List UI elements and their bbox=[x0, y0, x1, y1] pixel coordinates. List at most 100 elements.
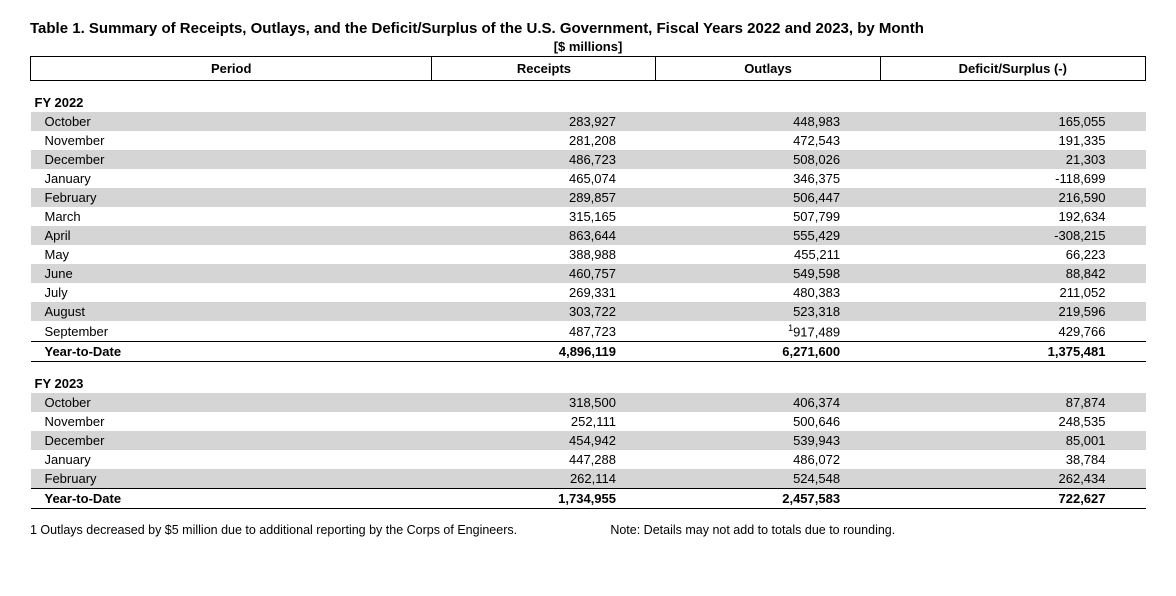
cell-outlays: 539,943 bbox=[656, 431, 880, 450]
cell-receipts: 460,757 bbox=[432, 264, 656, 283]
cell-deficit: 87,874 bbox=[880, 393, 1145, 412]
cell-receipts: 447,288 bbox=[432, 450, 656, 469]
cell-outlays: 555,429 bbox=[656, 226, 880, 245]
year-to-date-row: Year-to-Date4,896,1196,271,6001,375,481 bbox=[31, 342, 1146, 362]
cell-deficit: 722,627 bbox=[880, 489, 1145, 509]
cell-period: March bbox=[31, 207, 432, 226]
cell-deficit: 216,590 bbox=[880, 188, 1145, 207]
cell-outlays: 480,383 bbox=[656, 283, 880, 302]
cell-receipts: 486,723 bbox=[432, 150, 656, 169]
cell-receipts: 283,927 bbox=[432, 112, 656, 131]
table-row: January465,074346,375-118,699 bbox=[31, 169, 1146, 188]
cell-period: Year-to-Date bbox=[31, 342, 432, 362]
cell-outlays: 2,457,583 bbox=[656, 489, 880, 509]
cell-period: October bbox=[31, 393, 432, 412]
cell-period: November bbox=[31, 412, 432, 431]
cell-receipts: 281,208 bbox=[432, 131, 656, 150]
cell-deficit: 429,766 bbox=[880, 321, 1145, 342]
cell-outlays: 455,211 bbox=[656, 245, 880, 264]
cell-period: January bbox=[31, 450, 432, 469]
cell-receipts: 269,331 bbox=[432, 283, 656, 302]
cell-receipts: 289,857 bbox=[432, 188, 656, 207]
cell-period: September bbox=[31, 321, 432, 342]
cell-receipts: 262,114 bbox=[432, 469, 656, 489]
cell-receipts: 318,500 bbox=[432, 393, 656, 412]
table-row: February262,114524,548262,434 bbox=[31, 469, 1146, 489]
table-row: August303,722523,318219,596 bbox=[31, 302, 1146, 321]
table-row: April863,644555,429-308,215 bbox=[31, 226, 1146, 245]
table-row: January447,288486,07238,784 bbox=[31, 450, 1146, 469]
cell-deficit: 219,596 bbox=[880, 302, 1145, 321]
cell-deficit: 1,375,481 bbox=[880, 342, 1145, 362]
table-row: July269,331480,383211,052 bbox=[31, 283, 1146, 302]
col-deficit: Deficit/Surplus (-) bbox=[880, 57, 1145, 81]
cell-receipts: 487,723 bbox=[432, 321, 656, 342]
cell-deficit: 85,001 bbox=[880, 431, 1145, 450]
cell-period: October bbox=[31, 112, 432, 131]
footnote-right: Note: Details may not add to totals due … bbox=[610, 523, 1146, 537]
cell-deficit: 88,842 bbox=[880, 264, 1145, 283]
cell-deficit: -308,215 bbox=[880, 226, 1145, 245]
cell-receipts: 454,942 bbox=[432, 431, 656, 450]
cell-deficit: 165,055 bbox=[880, 112, 1145, 131]
year-to-date-row: Year-to-Date1,734,9552,457,583722,627 bbox=[31, 489, 1146, 509]
cell-period: August bbox=[31, 302, 432, 321]
table-row: March315,165507,799192,634 bbox=[31, 207, 1146, 226]
table-row: September487,7231917,489429,766 bbox=[31, 321, 1146, 342]
table-row: June460,757549,59888,842 bbox=[31, 264, 1146, 283]
section-label: FY 2023 bbox=[31, 370, 1146, 393]
cell-deficit: 211,052 bbox=[880, 283, 1145, 302]
cell-period: February bbox=[31, 188, 432, 207]
cell-receipts: 863,644 bbox=[432, 226, 656, 245]
footnotes: 1 Outlays decreased by $5 million due to… bbox=[30, 523, 1146, 537]
table-row: May388,988455,21166,223 bbox=[31, 245, 1146, 264]
cell-outlays: 472,543 bbox=[656, 131, 880, 150]
cell-period: January bbox=[31, 169, 432, 188]
table-row: November252,111500,646248,535 bbox=[31, 412, 1146, 431]
cell-period: Year-to-Date bbox=[31, 489, 432, 509]
cell-outlays: 549,598 bbox=[656, 264, 880, 283]
cell-deficit: 66,223 bbox=[880, 245, 1145, 264]
cell-outlays: 6,271,600 bbox=[656, 342, 880, 362]
cell-receipts: 252,111 bbox=[432, 412, 656, 431]
cell-outlays: 486,072 bbox=[656, 450, 880, 469]
cell-receipts: 465,074 bbox=[432, 169, 656, 188]
cell-period: June bbox=[31, 264, 432, 283]
cell-period: July bbox=[31, 283, 432, 302]
cell-outlays: 406,374 bbox=[656, 393, 880, 412]
table-row: October283,927448,983165,055 bbox=[31, 112, 1146, 131]
cell-period: April bbox=[31, 226, 432, 245]
cell-deficit: 262,434 bbox=[880, 469, 1145, 489]
cell-outlays: 523,318 bbox=[656, 302, 880, 321]
cell-outlays: 508,026 bbox=[656, 150, 880, 169]
table-subtitle: [$ millions] bbox=[30, 39, 1146, 54]
table-row: October318,500406,37487,874 bbox=[31, 393, 1146, 412]
cell-outlays: 346,375 bbox=[656, 169, 880, 188]
table-row: November281,208472,543191,335 bbox=[31, 131, 1146, 150]
summary-table: Period Receipts Outlays Deficit/Surplus … bbox=[30, 56, 1146, 509]
cell-outlays: 507,799 bbox=[656, 207, 880, 226]
section-label: FY 2022 bbox=[31, 89, 1146, 112]
footnote-left: 1 Outlays decreased by $5 million due to… bbox=[30, 523, 566, 537]
cell-deficit: 191,335 bbox=[880, 131, 1145, 150]
cell-period: November bbox=[31, 131, 432, 150]
col-period: Period bbox=[31, 57, 432, 81]
cell-outlays: 448,983 bbox=[656, 112, 880, 131]
cell-outlays: 1917,489 bbox=[656, 321, 880, 342]
table-row: December486,723508,02621,303 bbox=[31, 150, 1146, 169]
table-title: Table 1. Summary of Receipts, Outlays, a… bbox=[30, 20, 1146, 37]
cell-receipts: 4,896,119 bbox=[432, 342, 656, 362]
cell-period: February bbox=[31, 469, 432, 489]
cell-deficit: 192,634 bbox=[880, 207, 1145, 226]
table-row: December454,942539,94385,001 bbox=[31, 431, 1146, 450]
col-receipts: Receipts bbox=[432, 57, 656, 81]
cell-receipts: 315,165 bbox=[432, 207, 656, 226]
col-outlays: Outlays bbox=[656, 57, 880, 81]
cell-receipts: 303,722 bbox=[432, 302, 656, 321]
cell-deficit: 21,303 bbox=[880, 150, 1145, 169]
cell-period: December bbox=[31, 431, 432, 450]
table-row: February289,857506,447216,590 bbox=[31, 188, 1146, 207]
cell-outlays: 500,646 bbox=[656, 412, 880, 431]
cell-deficit: 248,535 bbox=[880, 412, 1145, 431]
cell-deficit: -118,699 bbox=[880, 169, 1145, 188]
